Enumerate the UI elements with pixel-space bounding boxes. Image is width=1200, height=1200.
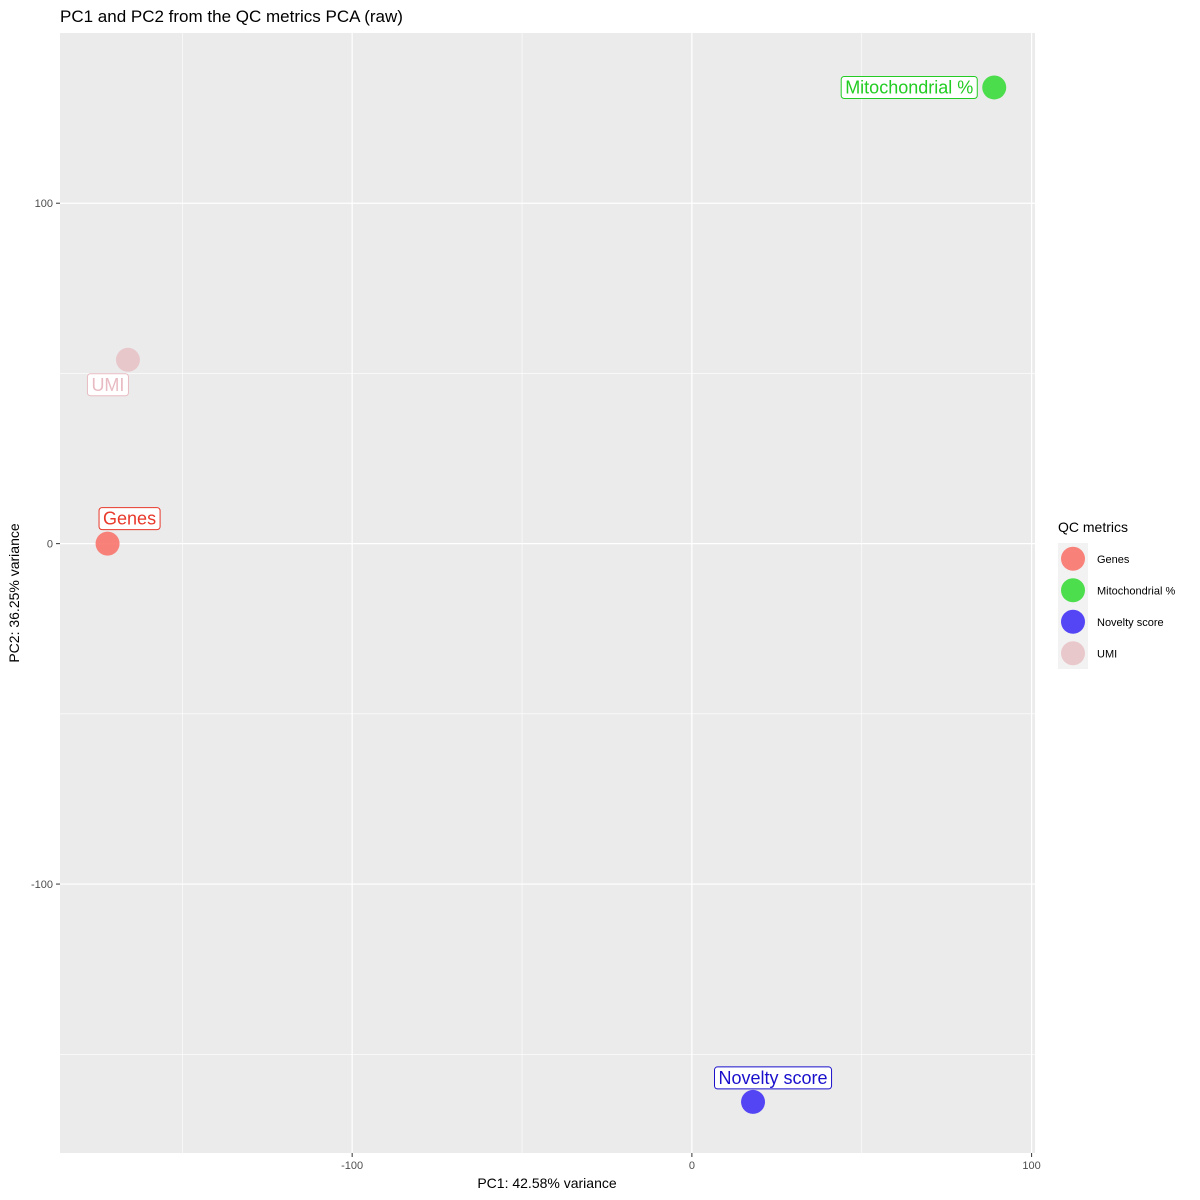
label-text: Genes xyxy=(103,509,156,529)
legend-item-umi: UMI xyxy=(1058,637,1117,669)
label-umi: UMI xyxy=(86,373,129,397)
label-text: UMI xyxy=(91,375,124,395)
point-mitochondrial xyxy=(982,75,1007,100)
plot-panel xyxy=(60,33,1035,1153)
label-genes: Genes xyxy=(98,507,161,531)
point-labels: Genes Mitochondrial % Novelty score UMI xyxy=(86,75,978,1090)
x-tick-label: 100 xyxy=(1022,1160,1040,1172)
legend-item-novelty-score: Novelty score xyxy=(1058,606,1164,638)
label-mitochondrial: Mitochondrial % xyxy=(840,75,978,99)
legend-label-mitochondrial: Mitochondrial % xyxy=(1097,585,1175,597)
data-points xyxy=(95,75,1007,1114)
legend-key-umi xyxy=(1061,641,1085,666)
legend-item-mitochondrial: Mitochondrial % xyxy=(1058,574,1175,606)
y-tick-label: 100 xyxy=(35,198,53,210)
legend-key-genes xyxy=(1061,546,1085,571)
y-tick-label: 0 xyxy=(47,539,53,551)
x-axis-title: PC1: 42.58% variance xyxy=(477,1175,617,1191)
x-tick-label: -100 xyxy=(341,1160,363,1172)
legend-key-mitochondrial xyxy=(1061,578,1085,603)
legend-title: QC metrics xyxy=(1058,519,1128,535)
label-box xyxy=(840,75,978,99)
legend: QC metrics Genes Mitochondrial % Novelty s… xyxy=(1058,519,1175,669)
grid-lines xyxy=(60,33,1035,1153)
label-text: Mitochondrial % xyxy=(845,77,973,97)
chart-title: PC1 and PC2 from the QC metrics PCA (raw… xyxy=(60,7,403,26)
legend-item-genes: Genes xyxy=(1058,543,1130,575)
label-text: Novelty score xyxy=(719,1068,828,1088)
y-tick-label: -100 xyxy=(31,879,53,891)
legend-label-genes: Genes xyxy=(1097,554,1130,566)
point-umi xyxy=(115,347,140,372)
y-axis-title: PC2: 36.25% variance xyxy=(6,523,22,663)
legend-label-novelty-score: Novelty score xyxy=(1097,617,1164,629)
point-novelty-score xyxy=(741,1089,766,1114)
label-novelty-score: Novelty score xyxy=(714,1066,833,1090)
x-tick-label: 0 xyxy=(689,1160,695,1172)
legend-label-umi: UMI xyxy=(1097,648,1117,660)
legend-key-novelty-score xyxy=(1061,609,1085,634)
label-box xyxy=(86,373,129,397)
axis-ticks: -100 0 100 -100 0 100 xyxy=(31,198,1041,1172)
label-box xyxy=(98,507,161,531)
label-box xyxy=(714,1066,833,1090)
point-genes xyxy=(95,531,120,556)
